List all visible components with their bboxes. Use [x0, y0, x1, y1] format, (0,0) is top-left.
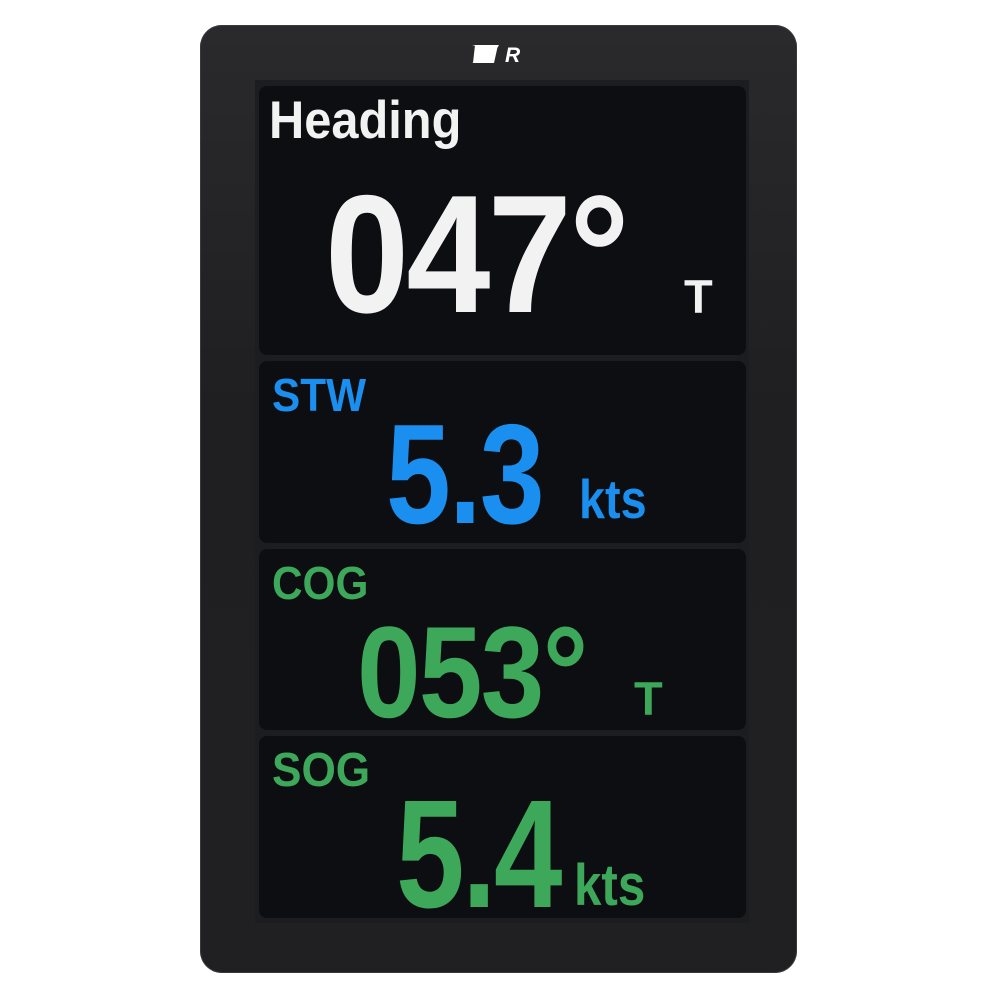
heading-label: Heading — [269, 91, 462, 150]
cog-value: 053° — [357, 599, 588, 745]
sog-panel[interactable] — [259, 736, 746, 918]
heading-unit: T — [684, 270, 713, 323]
cog-panel[interactable] — [259, 549, 746, 730]
stw-value: 5.3 — [386, 395, 545, 554]
brand-logo: R — [472, 44, 521, 64]
sog-unit: kts — [574, 853, 646, 918]
cog-label: COG — [272, 557, 369, 609]
sog-label: SOG — [272, 744, 371, 797]
svg-text:R: R — [505, 44, 521, 64]
heading-value: 047° — [325, 160, 630, 348]
stw-label: STW — [272, 369, 367, 421]
stw-panel[interactable] — [259, 361, 746, 543]
stw-unit: kts — [579, 468, 647, 530]
heading-panel[interactable] — [259, 86, 746, 355]
sog-value: 5.4 — [396, 768, 562, 940]
cog-unit: T — [634, 672, 663, 725]
